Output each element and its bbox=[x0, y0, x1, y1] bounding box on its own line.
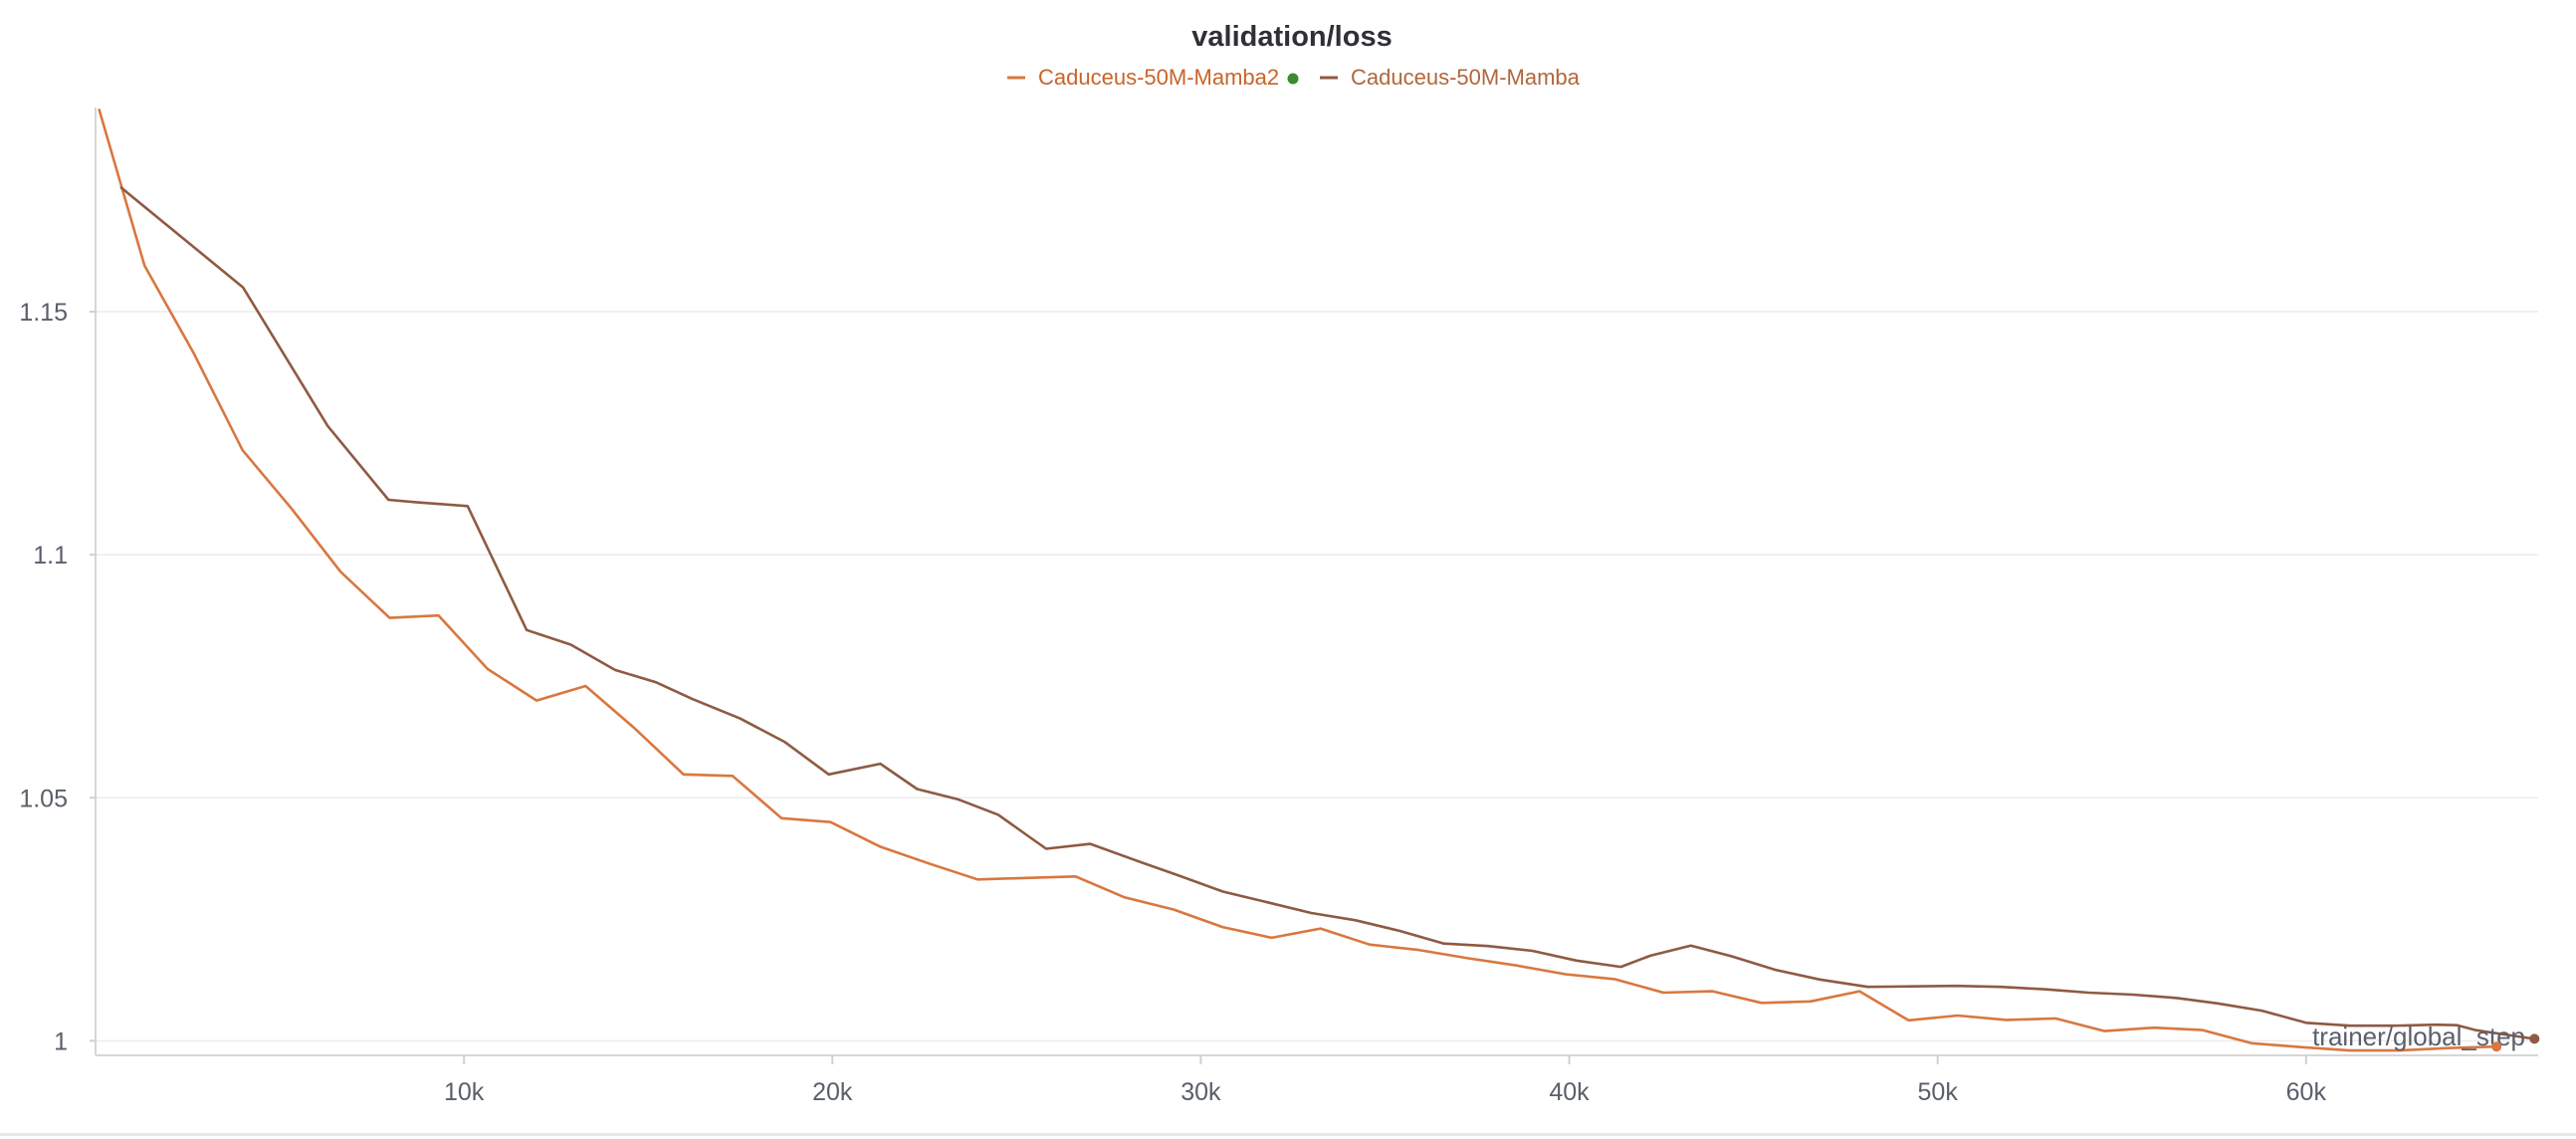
x-tick-label: 10k bbox=[444, 1078, 485, 1106]
legend-status-dot bbox=[1287, 73, 1299, 85]
x-axis-label: trainer/global_step bbox=[2312, 1022, 2525, 1051]
y-tick-label: 1.05 bbox=[19, 785, 68, 812]
legend-item-mamba[interactable]: Caduceus-50M-Mamba bbox=[1320, 65, 1581, 90]
y-tick-label: 1.1 bbox=[33, 542, 68, 570]
end-markers bbox=[2491, 1033, 2540, 1052]
legend-label-mamba: Caduceus-50M-Mamba bbox=[1351, 65, 1581, 90]
x-tick-label: 60k bbox=[2286, 1078, 2327, 1106]
x-axis-ticks: 10k 20k 30k 40k 50k 60k bbox=[444, 1055, 2326, 1106]
series-end-point bbox=[2491, 1041, 2502, 1052]
panel-bottom-border bbox=[0, 1133, 2576, 1136]
series-end-point bbox=[2529, 1033, 2540, 1044]
y-tick-label: 1.15 bbox=[19, 299, 68, 327]
series-line-mamba2[interactable] bbox=[98, 109, 2498, 1052]
y-axis-ticks: 1 1.05 1.1 1.15 bbox=[19, 299, 96, 1055]
legend-label-mamba2: Caduceus-50M-Mamba2 bbox=[1038, 65, 1279, 90]
chart-title: validation/loss bbox=[1191, 21, 1392, 53]
legend-item-mamba2[interactable]: Caduceus-50M-Mamba2 bbox=[1007, 65, 1299, 90]
x-tick-label: 50k bbox=[1918, 1078, 1959, 1106]
x-tick-label: 40k bbox=[1549, 1078, 1590, 1106]
x-tick-label: 30k bbox=[1181, 1078, 1221, 1106]
axes bbox=[95, 108, 2538, 1056]
legend: Caduceus-50M-Mamba2 Caduceus-50M-Mamba bbox=[1007, 65, 1581, 90]
grid bbox=[96, 311, 2538, 1042]
x-tick-label: 20k bbox=[812, 1078, 853, 1106]
y-tick-label: 1 bbox=[54, 1027, 68, 1055]
series-lines bbox=[98, 109, 2536, 1052]
series-line-mamba[interactable] bbox=[119, 186, 2536, 1040]
